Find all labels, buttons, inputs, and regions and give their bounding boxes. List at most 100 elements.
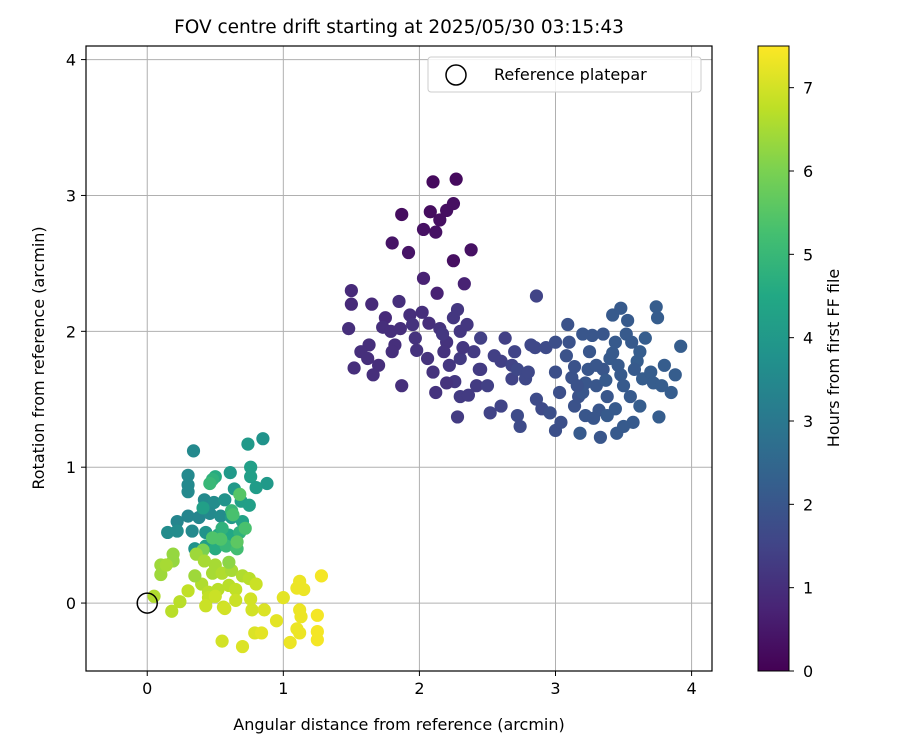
scatter-point (297, 582, 311, 597)
x-tick-label: 2 (414, 679, 424, 698)
scatter-point (199, 599, 213, 613)
scatter-point (181, 468, 195, 482)
scatter-point (426, 175, 440, 189)
scatter-point (576, 327, 590, 341)
scatter-point (429, 385, 443, 400)
scatter-point (582, 345, 597, 359)
scatter-point (241, 437, 255, 451)
scatter-point (181, 485, 195, 499)
colorbar-tick-label: 5 (803, 245, 813, 264)
scatter-point (446, 254, 461, 268)
scatter-point (226, 508, 240, 522)
scatter-point (608, 335, 622, 349)
scatter-point (593, 430, 608, 444)
legend-box (427, 56, 702, 93)
scatter-point (599, 373, 613, 387)
x-tick-label: 1 (278, 679, 288, 698)
scatter-point (214, 509, 228, 523)
scatter-point (469, 379, 484, 393)
x-tick-label: 0 (142, 679, 152, 698)
scatter-point (344, 297, 358, 311)
scatter-point (608, 402, 622, 416)
scatter-point (393, 322, 407, 336)
scatter-point (543, 406, 557, 420)
grid-lines (86, 46, 712, 671)
scatter-point (256, 432, 270, 446)
scatter-point (529, 289, 544, 303)
x-axis-label: Angular distance from reference (arcmin) (233, 715, 564, 734)
scatter-point (230, 535, 244, 549)
scatter-point (186, 444, 201, 458)
scatter-point (483, 406, 497, 420)
scatter-point (655, 379, 669, 393)
y-tick-label: 3 (66, 186, 76, 205)
scatter-point (446, 197, 461, 211)
scatter-point (548, 335, 563, 349)
scatter-point (449, 172, 463, 186)
scatter-point (433, 213, 447, 227)
scatter-point (203, 476, 217, 491)
scatter-point (344, 283, 358, 298)
scatter-point (552, 385, 567, 400)
scatter-point (170, 524, 184, 538)
scatter-point (554, 415, 568, 429)
scatter-point (474, 331, 488, 345)
scatter-point (621, 313, 635, 328)
scatter-point (652, 410, 666, 424)
scatter-point (638, 331, 652, 345)
scatter-point (423, 205, 437, 219)
scatter-point (513, 419, 527, 434)
legend-marker-reference (445, 64, 467, 86)
scatter-point (668, 368, 682, 382)
scatter-point (625, 335, 639, 349)
colorbar-tick-label: 2 (803, 495, 813, 514)
legend-label-reference: Reference platepar (494, 65, 647, 84)
colorbar-tick-label: 6 (803, 162, 813, 181)
y-tick-label: 0 (66, 594, 76, 613)
scatter-point (440, 376, 454, 390)
scatter-point (395, 207, 409, 222)
scatter-point (347, 361, 361, 375)
scatter-point (548, 365, 563, 379)
y-tick-label: 1 (66, 458, 76, 477)
scatter-point (596, 327, 610, 341)
scatter-point (510, 408, 524, 423)
scatter-point (366, 368, 380, 382)
scatter-point (181, 509, 195, 523)
scatter-point (314, 569, 329, 583)
scatter-point (457, 277, 471, 291)
scatter-point (616, 379, 631, 393)
scatter-point (245, 603, 259, 617)
scatter-point (223, 466, 237, 480)
x-axis-ticks: 0 1 2 3 4 (142, 671, 697, 698)
scatter-point (185, 524, 199, 538)
scatter-point (365, 297, 379, 311)
scatter-point (461, 388, 476, 402)
scatter-point (269, 614, 284, 628)
scatter-point (244, 470, 258, 484)
scatter-point (165, 604, 179, 618)
scatter-point (442, 358, 456, 372)
scatter-point (235, 639, 250, 654)
scatter-point (494, 399, 508, 413)
scatter-point (385, 236, 399, 250)
scatter-point (456, 341, 470, 355)
scatter-point (614, 368, 628, 382)
scatter-point (392, 294, 406, 309)
colorbar-tick-label: 7 (803, 79, 813, 98)
scatter-point (249, 480, 263, 495)
scatter-point (606, 346, 620, 360)
scatter-point (510, 362, 524, 376)
scatter-point (293, 626, 307, 640)
scatter-point (587, 411, 601, 425)
scatter-point (623, 389, 637, 404)
scatter-point (244, 460, 258, 474)
scatter-point (229, 582, 243, 597)
scatter-point (401, 245, 416, 260)
plot-frame (85, 45, 713, 672)
scatter-point (416, 222, 431, 237)
y-axis-ticks: 0 1 2 3 4 (66, 51, 86, 613)
colorbar-tick-label: 3 (803, 412, 813, 431)
scatter-point (450, 302, 465, 317)
scatter-point (430, 286, 444, 300)
